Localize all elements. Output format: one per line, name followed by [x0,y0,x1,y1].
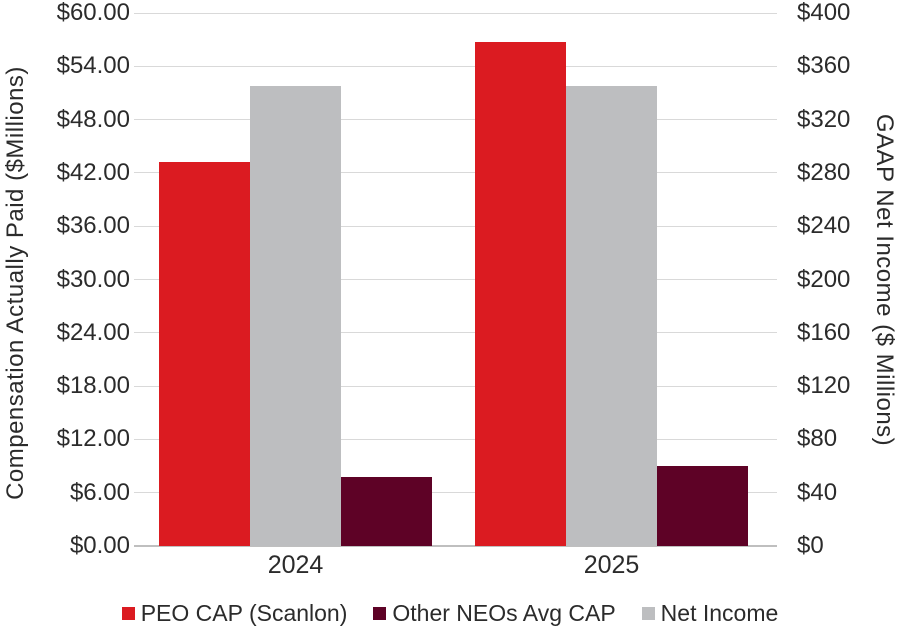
left-tick-label-48-00: $48.00 [56,105,130,133]
legend-swatch-other-neos-avg-cap [373,606,387,620]
bar-other-neos-avg-cap-2025 [657,466,749,546]
bar-other-neos-avg-cap-2024 [340,476,432,546]
legend-item-peo-cap: PEO CAP (Scanlon) [121,599,348,627]
right-tick-label-0: $0 [797,532,824,559]
gridline-$30.00 [134,279,777,280]
bar-peo-cap-scanlon-2024 [158,162,250,546]
legend: PEO CAP (Scanlon) Other NEOs Avg CAP Net… [0,596,900,630]
right-axis-title: GAAP Net Income ($ Millions) [871,113,898,447]
left-tick-label-30-00: $30.00 [56,265,130,293]
right-tick-label-80: $80 [797,425,838,453]
right-tick-label-240: $240 [797,212,851,240]
gridline-$42.00 [134,172,777,174]
x-axis-line [134,545,777,547]
legend-swatch-net-income [641,606,655,620]
right-tick-label-200: $200 [797,265,851,293]
left-tick-label-0-00: $0.00 [69,532,130,559]
legend-item-net-income: Net Income [641,599,779,627]
x-axis-label-2024: 2024 [267,551,324,579]
left-tick-label-24-00: $24.00 [56,318,130,346]
bar-peo-cap-scanlon-2025 [475,42,567,546]
left-tick-label-36-00: $36.00 [56,212,130,240]
legend-label-other-neos-avg-cap: Other NEOs Avg CAP [392,599,616,626]
right-tick-label-400: $400 [797,0,851,26]
gridline-$48.00 [134,119,777,121]
gridline-$54.00 [134,65,777,67]
legend-label-peo-cap: PEO CAP (Scanlon) [140,599,348,626]
left-tick-label-6-00: $6.00 [69,478,130,506]
gridline-$60.00 [134,12,777,14]
legend-item-other-neos-avg-cap: Other NEOs Avg CAP [373,599,616,627]
gridline-$12.00 [134,438,777,440]
right-tick-label-40: $40 [797,478,838,506]
left-tick-label-60-00: $60.00 [56,0,130,26]
right-tick-label-160: $160 [797,318,851,346]
bar-net-income-2025 [566,86,658,546]
right-tick-label-320: $320 [797,105,851,133]
gridline-$18.00 [134,385,777,387]
gridline-$36.00 [134,225,777,227]
bar-net-income-2024 [249,86,341,546]
right-tick-label-280: $280 [797,158,851,186]
right-tick-label-120: $120 [797,372,851,400]
left-tick-label-18-00: $18.00 [56,372,130,400]
x-axis-label-2025: 2025 [583,551,640,579]
legend-swatch-peo-cap [121,606,135,620]
gridline-$6.00 [134,492,777,494]
legend-label-net-income: Net Income [660,599,779,626]
left-tick-label-12-00: $12.00 [56,425,130,453]
right-tick-label-360: $360 [797,52,851,80]
left-tick-label-54-00: $54.00 [56,52,130,80]
left-tick-label-42-00: $42.00 [56,158,130,186]
gridline-$24.00 [134,332,777,334]
